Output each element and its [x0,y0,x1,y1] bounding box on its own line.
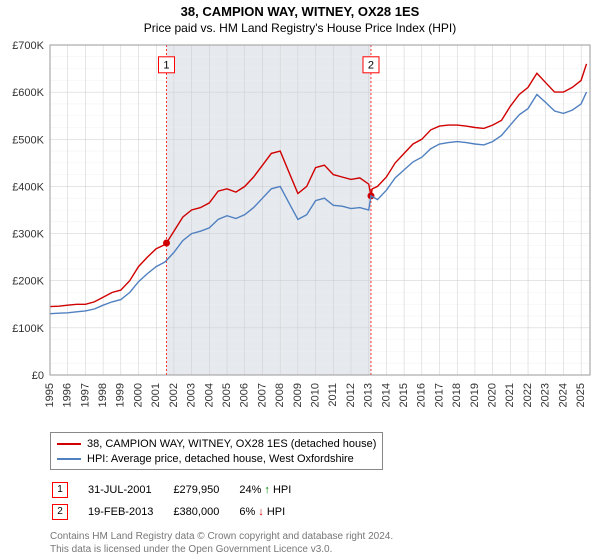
svg-text:1999: 1999 [115,383,127,407]
event-marker-icon: 2 [52,504,68,520]
arrow-icon: ↑ [264,484,270,496]
legend-label: HPI: Average price, detached house, West… [87,453,354,465]
page-title: 38, CAMPION WAY, WITNEY, OX28 1ES [0,4,600,19]
svg-text:2022: 2022 [522,383,534,407]
svg-text:£0: £0 [32,370,44,382]
svg-text:1998: 1998 [97,383,109,407]
svg-text:£200K: £200K [12,276,44,288]
event-row: 2 19-FEB-2013£380,0006% ↓ HPI [52,502,309,522]
svg-text:£100K: £100K [12,323,44,335]
legend-swatch [57,458,81,460]
svg-text:2016: 2016 [416,383,428,407]
footer-line-2: This data is licensed under the Open Gov… [50,544,393,557]
svg-text:2009: 2009 [292,383,304,407]
svg-text:2005: 2005 [221,383,233,407]
event-row: 1 31-JUL-2001£279,95024% ↑ HPI [52,480,309,500]
svg-text:2021: 2021 [504,383,516,407]
page-subtitle: Price paid vs. HM Land Registry's House … [0,21,600,35]
svg-text:2017: 2017 [433,383,445,407]
event-marker: 1 [52,480,86,500]
svg-text:2003: 2003 [186,383,198,407]
svg-text:2008: 2008 [274,383,286,407]
svg-text:£500K: £500K [12,134,44,146]
legend-item: 38, CAMPION WAY, WITNEY, OX28 1ES (detac… [57,436,376,451]
svg-text:1997: 1997 [79,383,91,407]
svg-text:2013: 2013 [363,383,375,407]
svg-text:2019: 2019 [469,383,481,407]
svg-text:2: 2 [368,60,374,72]
svg-text:1: 1 [163,60,169,72]
svg-text:2023: 2023 [540,383,552,407]
legend-item: HPI: Average price, detached house, West… [57,451,376,466]
svg-text:2007: 2007 [256,383,268,407]
svg-text:£600K: £600K [12,87,44,99]
svg-text:2024: 2024 [557,383,569,407]
event-date: 19-FEB-2013 [88,502,171,522]
footer-line-1: Contains HM Land Registry data © Crown c… [50,531,393,544]
svg-text:1996: 1996 [62,383,74,407]
svg-text:£700K: £700K [12,40,44,52]
event-marker: 2 [52,502,86,522]
legend-label: 38, CAMPION WAY, WITNEY, OX28 1ES (detac… [87,438,376,450]
svg-text:2012: 2012 [345,383,357,407]
event-delta: 6% ↓ HPI [239,502,309,522]
svg-text:£300K: £300K [12,229,44,241]
events-table: 1 31-JUL-2001£279,95024% ↑ HPI 2 19-FEB-201… [50,478,311,524]
legend-swatch [57,443,81,445]
event-marker-icon: 1 [52,482,68,498]
svg-text:2018: 2018 [451,383,463,407]
arrow-icon: ↓ [258,506,264,518]
svg-text:2006: 2006 [239,383,251,407]
event-delta: 24% ↑ HPI [239,480,309,500]
svg-text:2010: 2010 [309,383,321,407]
svg-text:1995: 1995 [44,383,56,407]
event-price: £380,000 [173,502,237,522]
footer: Contains HM Land Registry data © Crown c… [50,531,393,556]
svg-text:2004: 2004 [203,383,215,407]
svg-text:2002: 2002 [168,383,180,407]
svg-text:2001: 2001 [150,383,162,407]
svg-text:2015: 2015 [398,383,410,407]
chart: £0 £100K £200K £300K £400K £500K £600K £700K 199… [0,35,600,425]
event-date: 31-JUL-2001 [88,480,171,500]
svg-text:£400K: £400K [12,181,44,193]
svg-text:2011: 2011 [327,383,339,407]
svg-text:2020: 2020 [487,383,499,407]
legend: 38, CAMPION WAY, WITNEY, OX28 1ES (detac… [50,432,383,470]
svg-text:2000: 2000 [132,383,144,407]
svg-text:2014: 2014 [380,383,392,407]
event-price: £279,950 [173,480,237,500]
svg-text:2025: 2025 [575,383,587,407]
